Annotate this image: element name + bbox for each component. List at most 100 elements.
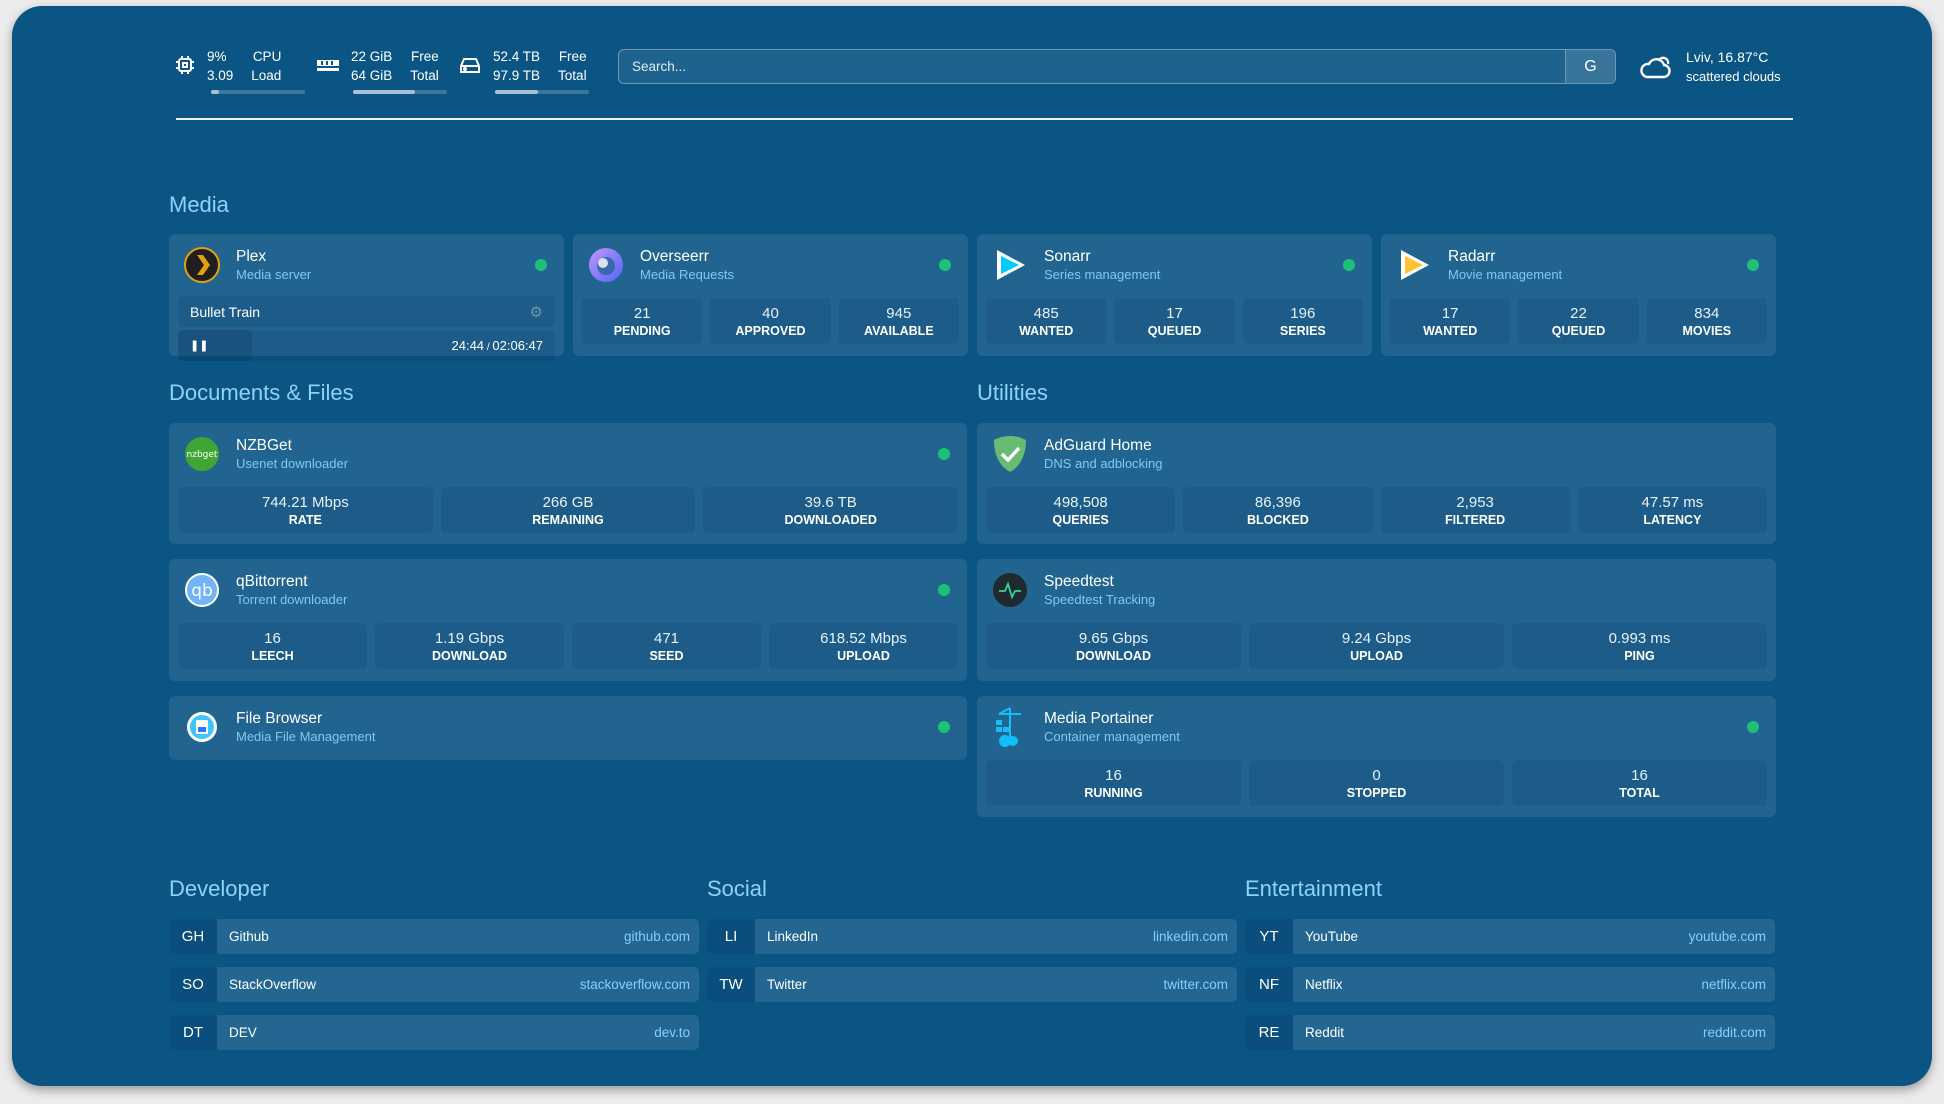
service-card-speedtest[interactable]: Speedtest Speedtest Tracking 9.65 Gbps DOWN… xyxy=(977,559,1776,681)
service-card-filebrowser[interactable]: File Browser Media File Management xyxy=(169,696,967,760)
section-title-media: Media xyxy=(169,192,229,217)
stats-row: 17 WANTED 22 QUEUED 834 MOVIES xyxy=(1390,298,1767,344)
service-subtitle: DNS and adblocking xyxy=(1044,456,1163,471)
service-title: NZBGet xyxy=(236,437,292,454)
resource-values: 52.4 TB Free 97.9 TB Total xyxy=(493,48,587,84)
svg-text:nzbget: nzbget xyxy=(187,450,218,460)
resource-values: 22 GiB Free 64 GiB Total xyxy=(351,48,439,84)
service-title: Overseerr xyxy=(640,248,709,265)
stat-value: 22 xyxy=(1570,305,1587,322)
stat-value: 9.24 Gbps xyxy=(1341,630,1412,647)
service-subtitle: Movie management xyxy=(1448,267,1563,282)
card-header: Radarr Movie management xyxy=(1390,244,1767,286)
bookmark-url[interactable]: stackoverflow.com xyxy=(579,977,690,992)
service-card-radarr[interactable]: Radarr Movie management 17 WANTED 22 QUEUED 83… xyxy=(1381,234,1776,356)
stat-value: 17 xyxy=(1166,305,1183,322)
service-card-overseerr[interactable]: Overseerr Media Requests 21 PENDING 40 APPROV… xyxy=(573,234,968,356)
stat-label: QUEUED xyxy=(1147,324,1202,338)
bookmark-github[interactable]: GH Github github.com xyxy=(169,919,699,954)
stat-block: 21 PENDING xyxy=(582,298,703,344)
bookmark-url[interactable]: linkedin.com xyxy=(1152,929,1228,944)
bookmark-abbr: NF xyxy=(1245,967,1293,1002)
stat-block: 618.52 Mbps UPLOAD xyxy=(769,623,958,669)
resource-disk: 52.4 TB Free 97.9 TB Total xyxy=(459,48,589,94)
bookmark-url[interactable]: netflix.com xyxy=(1701,977,1766,992)
time-separator: / xyxy=(484,342,493,353)
portainer-icon xyxy=(990,707,1030,747)
bookmark-name: DEV xyxy=(229,1025,257,1040)
stat-block: 1.19 Gbps DOWNLOAD xyxy=(375,623,564,669)
stat-label: DOWNLOAD xyxy=(1076,649,1151,663)
bookmark-twitter[interactable]: TW Twitter twitter.com xyxy=(707,967,1237,1002)
stat-block: 266 GB REMAINING xyxy=(440,487,696,533)
stat-value: 16 xyxy=(1631,767,1648,784)
svg-text:qb: qb xyxy=(191,581,213,601)
stat-block: 744.21 Mbps RATE xyxy=(178,487,433,533)
service-card-nzbget[interactable]: nzbget NZBGet Usenet downloader 744.21 Mbps… xyxy=(169,423,967,544)
stat-value: 9.65 Gbps xyxy=(1078,630,1149,647)
search-provider-button[interactable]: G xyxy=(1565,50,1615,83)
stat-block: 2,953 FILTERED xyxy=(1380,487,1570,533)
search-input[interactable] xyxy=(619,59,1565,74)
stat-label: RUNNING xyxy=(1084,786,1143,800)
card-titles: Overseerr Media Requests xyxy=(640,247,939,283)
service-card-adguard[interactable]: AdGuard Home DNS and adblocking 498,508 QUE… xyxy=(977,423,1776,544)
stat-block: 9.65 Gbps DOWNLOAD xyxy=(986,623,1241,669)
stat-label: QUEUED xyxy=(1551,324,1606,338)
pause-icon[interactable]: ❚❚ xyxy=(190,340,209,352)
bookmark-stackoverflow[interactable]: SO StackOverflow stackoverflow.com xyxy=(169,967,699,1002)
service-card-qbittorrent[interactable]: qb qBittorrent Torrent downloader 16 LEECH 1.… xyxy=(169,559,967,681)
qbittorrent-icon: qb xyxy=(182,570,222,610)
status-indicator xyxy=(938,448,950,460)
stat-value: 0.993 ms xyxy=(1608,630,1671,647)
plex-icon xyxy=(182,245,222,285)
stats-row: 9.65 Gbps DOWNLOAD 9.24 Gbps UPLOAD 0.993 ms… xyxy=(986,623,1767,669)
stat-value: 40 xyxy=(762,305,779,322)
bookmark-body: YouTube youtube.com xyxy=(1293,919,1775,954)
bookmark-url[interactable]: twitter.com xyxy=(1163,977,1228,992)
weather-widget[interactable]: Lviv, 16.87°C scattered clouds xyxy=(1638,48,1781,86)
bookmark-youtube[interactable]: YT YouTube youtube.com xyxy=(1245,919,1775,954)
bookmark-reddit[interactable]: RE Reddit reddit.com xyxy=(1245,1015,1775,1050)
stat-block: 0 STOPPED xyxy=(1249,760,1504,806)
service-card-portainer[interactable]: Media Portainer Container management 16 RUN… xyxy=(977,696,1776,817)
stat-block: 945 AVAILABLE xyxy=(838,298,959,344)
service-card-sonarr[interactable]: Sonarr Series management 485 WANTED 17 QUEUED… xyxy=(977,234,1372,356)
stat-block: 498,508 QUERIES xyxy=(986,487,1176,533)
resource-text: 22 GiB xyxy=(351,49,393,64)
search-bar: G xyxy=(618,49,1616,84)
stat-block: 485 WANTED xyxy=(986,298,1107,344)
bookmark-dev[interactable]: DT DEV dev.to xyxy=(169,1015,699,1050)
stat-label: SERIES xyxy=(1279,324,1326,338)
section-title-utilities: Utilities xyxy=(977,380,1048,405)
bookmark-url[interactable]: dev.to xyxy=(654,1025,690,1040)
resource-text: 64 GiB xyxy=(351,68,393,83)
bookmark-url[interactable]: github.com xyxy=(623,929,690,944)
resource-text: 3.09 xyxy=(207,68,234,83)
service-title: Speedtest xyxy=(1044,573,1114,590)
bookmark-abbr: GH xyxy=(169,919,217,954)
card-titles: Speedtest Speedtest Tracking xyxy=(1044,572,1767,608)
bookmark-url[interactable]: reddit.com xyxy=(1702,1025,1766,1040)
stat-value: 21 xyxy=(633,305,651,322)
service-card-plex[interactable]: Plex Media server Bullet Train ⚙ ❚❚ 24:44 / 0… xyxy=(169,234,564,361)
adguard-icon xyxy=(990,434,1030,474)
resource-text: CPU xyxy=(252,49,282,64)
section-title-social: Social xyxy=(707,876,767,901)
stat-value: 16 xyxy=(264,630,281,647)
stat-value: 86,396 xyxy=(1254,494,1301,511)
header-divider xyxy=(176,118,1793,120)
bookmark-abbr: YT xyxy=(1245,919,1293,954)
service-subtitle: Media File Management xyxy=(236,729,376,744)
bookmark-group-entertainment: YT YouTube youtube.com NF Netflix netflix.com… xyxy=(1245,919,1775,1063)
bookmark-body: LinkedIn linkedin.com xyxy=(755,919,1237,954)
service-subtitle: Media server xyxy=(236,267,312,282)
bookmark-linkedin[interactable]: LI LinkedIn linkedin.com xyxy=(707,919,1237,954)
service-title: Plex xyxy=(236,248,267,265)
bookmark-netflix[interactable]: NF Netflix netflix.com xyxy=(1245,967,1775,1002)
bookmark-url[interactable]: youtube.com xyxy=(1688,929,1766,944)
stat-block: 9.24 Gbps UPLOAD xyxy=(1249,623,1504,669)
card-header: Media Portainer Container management xyxy=(986,706,1767,748)
stats-row: 744.21 Mbps RATE 266 GB REMAINING 39.6 TB DOW… xyxy=(178,487,959,533)
stat-block: 22 QUEUED xyxy=(1518,298,1639,344)
